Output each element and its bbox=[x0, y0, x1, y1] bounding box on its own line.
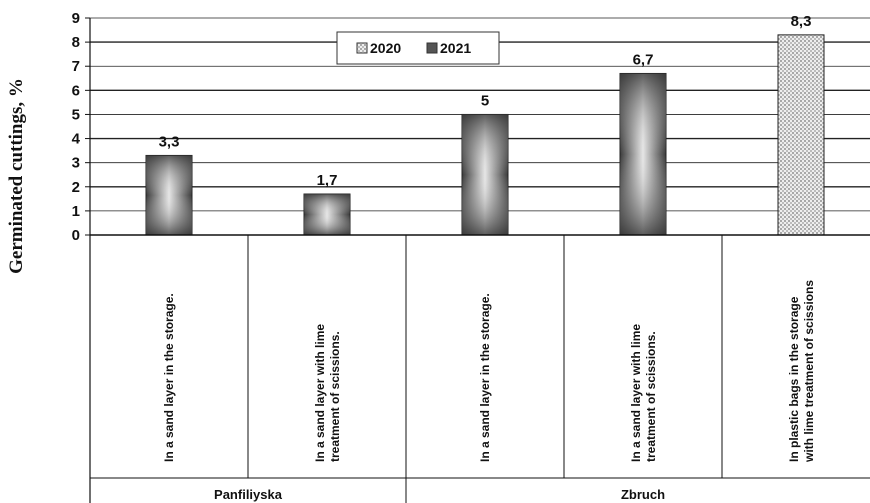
bar-shade-2021-0 bbox=[146, 155, 192, 235]
y-tick-label: 4 bbox=[72, 131, 81, 148]
category-label-1: treatment of scissions. bbox=[328, 331, 342, 462]
category-label-0: In a sand layer in the storage. bbox=[162, 293, 176, 462]
group-label: Zbruch bbox=[621, 487, 665, 502]
y-tick-label: 6 bbox=[72, 82, 80, 99]
category-label-4: In plastic bags in the storage bbox=[787, 296, 801, 462]
legend-label-2020: 2020 bbox=[370, 40, 401, 56]
bar-2020-4 bbox=[777, 34, 825, 236]
y-tick-label: 8 bbox=[72, 34, 80, 51]
category-label-1: In a sand layer with lime bbox=[313, 324, 327, 462]
y-tick-label: 3 bbox=[72, 155, 80, 172]
category-label-3: In a sand layer with lime bbox=[629, 324, 643, 462]
legend-label-2021: 2021 bbox=[440, 40, 471, 56]
y-tick-label: 2 bbox=[72, 179, 80, 196]
y-tick-label: 9 bbox=[72, 10, 80, 27]
legend-swatch-2020 bbox=[356, 42, 368, 54]
y-tick-label: 5 bbox=[72, 106, 80, 123]
bar-shade-2021-2 bbox=[462, 114, 508, 235]
group-label: Panfiliyska bbox=[214, 487, 283, 502]
category-label-2: In a sand layer in the storage. bbox=[478, 293, 492, 462]
data-label-2021-0: 3,3 bbox=[159, 133, 180, 150]
y-tick-label: 0 bbox=[72, 227, 80, 244]
y-axis-title: Germinated cuttings, % bbox=[6, 78, 27, 274]
data-label-2020-4: 8,3 bbox=[791, 13, 812, 30]
data-label-2021-3: 6,7 bbox=[633, 51, 654, 68]
legend-swatch-2021 bbox=[426, 42, 438, 54]
data-label-2021-1: 1,7 bbox=[317, 172, 338, 189]
data-label-2021-2: 5 bbox=[481, 92, 489, 109]
y-tick-label: 7 bbox=[72, 58, 80, 75]
y-tick-label: 1 bbox=[72, 203, 80, 220]
legend: 2020 2021 bbox=[336, 31, 500, 65]
bar-shade-2021-1 bbox=[304, 194, 350, 235]
category-label-4: with lime treatment of scissions bbox=[802, 280, 816, 463]
bar-shade-2021-3 bbox=[620, 73, 666, 235]
category-label-3: treatment of scissions. bbox=[644, 331, 658, 462]
